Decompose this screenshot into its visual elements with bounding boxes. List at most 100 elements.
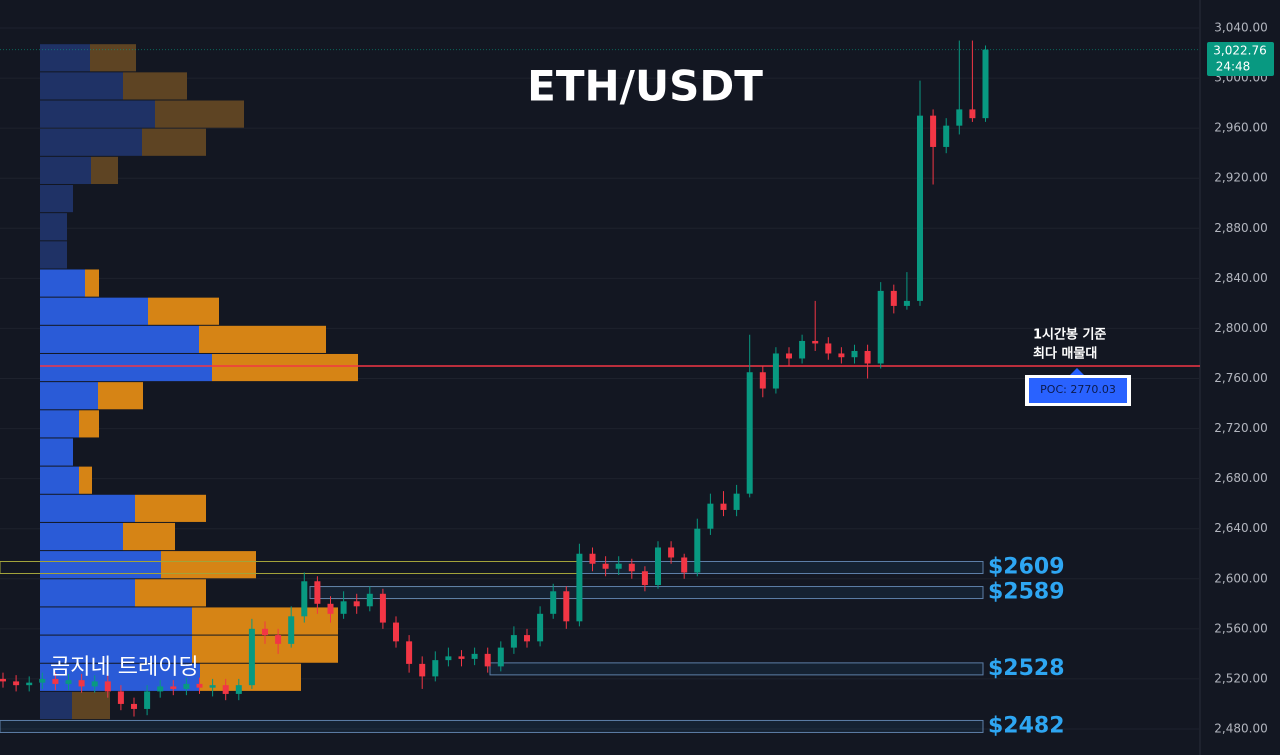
poc-label-fill (1029, 378, 1127, 403)
y-tick-label: 2,800.00 (1214, 321, 1267, 335)
chart-title: ETH/USDT (527, 62, 763, 111)
candle-body (419, 663, 426, 677)
annotation: 최다 매물대 (1033, 346, 1097, 362)
profile-down (91, 156, 118, 184)
candle-body (786, 353, 792, 359)
candle-body (340, 601, 347, 614)
candle-body (707, 503, 714, 529)
candle-body (799, 340, 806, 359)
profile-down (123, 522, 175, 551)
y-tick-label: 2,640.00 (1214, 521, 1267, 535)
candle-body (655, 547, 661, 586)
candle-body (65, 680, 72, 684)
candle-body (379, 593, 386, 623)
candle-body (406, 641, 413, 664)
candle-body (288, 616, 295, 644)
profile-down (85, 269, 99, 297)
profile-down (142, 128, 206, 156)
profile-down (79, 466, 92, 494)
profile-up (40, 410, 79, 438)
profile-down (148, 297, 219, 325)
candle-body (39, 678, 46, 683)
candle-body (144, 691, 151, 709)
candle-body (615, 563, 622, 569)
candle-body (275, 635, 282, 644)
profile-down (90, 44, 136, 72)
candle-body (694, 528, 701, 573)
y-tick-label: 2,680.00 (1214, 471, 1267, 485)
profile-down (199, 325, 326, 353)
candle-body (183, 683, 190, 689)
y-tick-label: 2,520.00 (1214, 671, 1267, 685)
y-tick-label: 3,040.00 (1214, 21, 1267, 35)
level-label: $2528 (988, 656, 1065, 681)
y-tick-label: 2,760.00 (1214, 371, 1267, 385)
candle-body (222, 685, 229, 694)
profile-down (135, 579, 206, 607)
profile-down (72, 691, 110, 720)
candle-body (78, 680, 85, 687)
candle-body (982, 49, 989, 119)
profile-up (40, 44, 90, 72)
candle-body (641, 571, 648, 586)
candle-body (772, 353, 779, 389)
y-tick-label: 2,880.00 (1214, 221, 1267, 235)
level-label: $2589 (988, 580, 1065, 605)
profile-up (40, 382, 98, 410)
candle-body (628, 563, 635, 572)
profile-down (161, 551, 256, 579)
price-tag-countdown: 24:48 (1216, 60, 1251, 74)
candle-body (131, 703, 137, 709)
price-tag-value: 3,022.76 (1213, 44, 1266, 58)
profile-down (79, 410, 99, 438)
y-tick-label: 2,600.00 (1214, 571, 1267, 585)
candle-body (471, 653, 478, 659)
candle-body (0, 678, 6, 682)
profile-up (40, 72, 123, 100)
candle-body (301, 581, 308, 617)
candle-body (589, 553, 596, 564)
price-tag (1207, 42, 1274, 76)
candle-body (209, 685, 216, 688)
profile-down (135, 494, 206, 522)
profile-up (40, 353, 212, 382)
candle-body (262, 628, 268, 636)
level-box (309, 586, 984, 600)
y-tick-label: 2,840.00 (1214, 271, 1267, 285)
candle-body (759, 372, 766, 389)
level-label: $2609 (988, 555, 1065, 580)
y-tick-label: 2,480.00 (1214, 721, 1267, 735)
candle-body (668, 547, 675, 558)
level-box (489, 662, 984, 676)
profile-up (40, 241, 67, 269)
candle-body (956, 109, 963, 126)
candle-body (681, 557, 688, 573)
y-tick-label: 2,920.00 (1214, 171, 1267, 185)
candle-body (52, 678, 59, 684)
annotation: 1시간봉 기준 (1033, 327, 1106, 343)
profile-down (212, 353, 358, 382)
y-tick-label: 2,560.00 (1214, 621, 1267, 635)
candle-body (170, 686, 177, 689)
profile-up (40, 438, 73, 466)
level-box (0, 719, 984, 733)
candle-body (720, 503, 727, 510)
level-label: $2482 (988, 713, 1065, 738)
candle-body (458, 656, 465, 659)
candle-body (445, 656, 452, 661)
profile-up (40, 579, 135, 607)
profile-up (40, 522, 123, 551)
poc-label: POC: 2770.03 (1040, 383, 1116, 396)
candle-body (890, 290, 897, 306)
candle-body (157, 686, 164, 692)
level-box (579, 561, 984, 575)
candle-body (851, 350, 858, 358)
candle-body (432, 660, 439, 677)
candle-body (576, 553, 583, 622)
candle-body (943, 125, 950, 147)
profile-up (40, 325, 199, 353)
profile-up (40, 607, 192, 635)
profile-up (40, 269, 85, 297)
